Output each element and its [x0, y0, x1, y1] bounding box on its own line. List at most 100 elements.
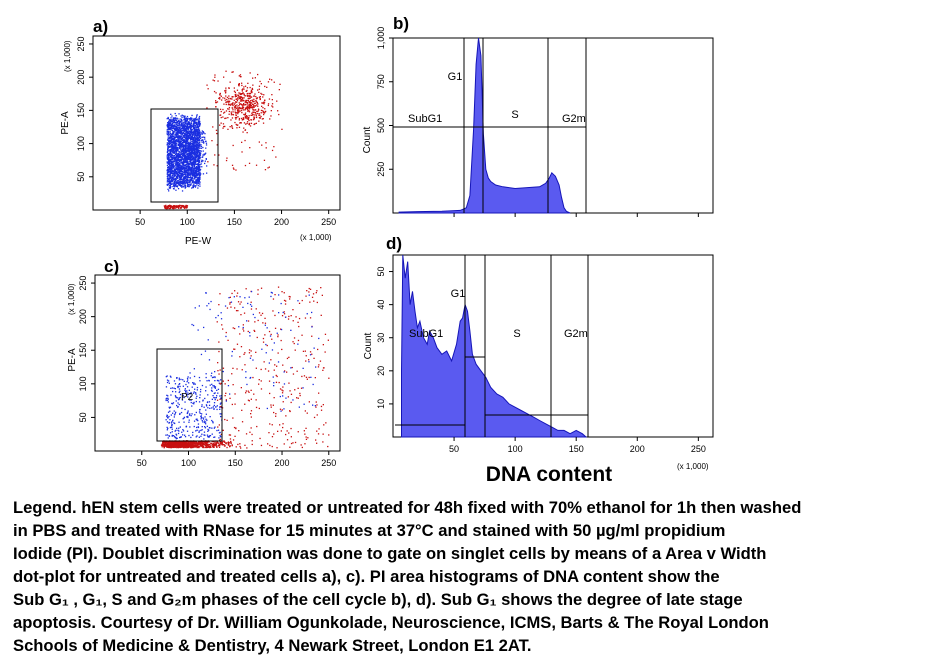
- panel-a-blue-dot: [181, 158, 183, 160]
- panel-c-blue-dot: [206, 434, 209, 436]
- panel-a-red-dot: [252, 113, 254, 115]
- panel-c-red-dot: [248, 400, 250, 402]
- panel-a-red-dot: [263, 159, 266, 161]
- panel-a-red-dot: [279, 83, 281, 85]
- panel-a-blue-dot: [173, 166, 175, 168]
- panel-c-red-dot: [262, 337, 265, 340]
- panel-c-blue-dot: [205, 409, 207, 411]
- panel-c-blue-dot: [188, 382, 190, 384]
- panel-a-blue-dot: [171, 143, 173, 145]
- panel-a-blue-dot: [196, 114, 198, 116]
- panel-a-blue-dot: [170, 156, 172, 158]
- panel-c-red-dot: [197, 442, 199, 444]
- panel-a-blue-dot: [195, 154, 198, 156]
- panel-a-blue-dot: [194, 159, 196, 161]
- panel-a-blue-dot: [183, 177, 185, 179]
- panel-a-red-dot: [244, 101, 246, 103]
- panel-a-red-dot: [244, 112, 247, 114]
- panel-c-red-dot: [279, 388, 282, 390]
- panel-a-red-dot: [250, 104, 252, 107]
- panel-a-red-dot: [242, 88, 244, 90]
- panel-a-blue-dot: [186, 168, 189, 170]
- panel-c-blue-dot: [214, 399, 216, 401]
- panel-a-blue-dot: [175, 150, 177, 152]
- panel-a-red-dot: [265, 110, 267, 113]
- panel-c-blue-dot: [184, 434, 186, 436]
- panel-a-blue-dot: [190, 125, 192, 127]
- panel-a-blue-dot: [174, 145, 176, 147]
- panel-a-blue-dot: [193, 149, 195, 151]
- panel-a-blue-dot: [166, 170, 168, 172]
- panel-a-blue-dot: [171, 151, 173, 153]
- panel-a-blue-dot: [198, 181, 200, 183]
- panel-a-red-dot: [235, 118, 237, 120]
- panel-c-red-dot: [170, 441, 172, 443]
- panel-a-blue-dot: [180, 152, 182, 154]
- panel-c-red-dot: [167, 443, 169, 445]
- panel-a-blue-dot: [196, 141, 198, 143]
- panel-a-blue-dot: [173, 157, 175, 160]
- panel-c-red-dot: [182, 444, 184, 447]
- panel-a-red-dot: [251, 87, 253, 90]
- panel-a-blue-dot: [169, 162, 171, 165]
- panel-a-red-dot: [165, 208, 167, 210]
- panel-c-red-dot: [273, 397, 275, 399]
- panel-c-red-dot: [322, 369, 324, 371]
- panel-a-red-dot: [249, 95, 251, 97]
- panel-a-blue-dot: [186, 151, 188, 153]
- panel-a-blue-dot: [193, 146, 196, 148]
- panel-c-blue-dot: [171, 387, 174, 389]
- panel-a-red-dot: [257, 103, 259, 105]
- panel-a-red-dot: [252, 109, 254, 111]
- panel-a-blue-dot: [174, 141, 176, 143]
- panel-a-blue-dot: [167, 176, 169, 178]
- panel-c-red-dot: [305, 355, 307, 357]
- panel-c-blue-dot: [196, 419, 198, 421]
- panel-a-blue-dot: [182, 124, 184, 127]
- panel-a-red-dot: [235, 95, 238, 97]
- panel-a-red-dot: [246, 118, 248, 120]
- panel-a-blue-dot: [171, 163, 173, 166]
- panel-a-blue-dot: [178, 176, 181, 178]
- panel-a-blue-dot: [176, 117, 178, 119]
- panel-a-blue-dot: [191, 156, 193, 158]
- panel-c-blue-dot: [200, 417, 203, 419]
- panel-a-blue-dot: [179, 184, 181, 187]
- panel-a-red-dot: [238, 85, 240, 87]
- panel-a-blue-dot: [183, 134, 186, 136]
- panel-c-blue-dot: [188, 399, 191, 401]
- panel-a-red-dot: [207, 88, 209, 90]
- panel-c-blue-dot: [201, 420, 203, 422]
- panel-a-blue-dot: [180, 140, 182, 142]
- panel-a-blue-dot: [182, 147, 184, 149]
- panel-a-red-dot: [262, 118, 264, 120]
- panel-a-blue-dot: [177, 175, 179, 177]
- panel-a-blue-dot: [171, 150, 173, 152]
- panel-c-blue-dot: [175, 438, 177, 440]
- panel-a-blue-dot: [202, 154, 204, 156]
- panel-a-blue-dot: [177, 174, 180, 176]
- panel-a-blue-dot: [167, 174, 169, 176]
- panel-c-red-dot: [166, 445, 169, 447]
- panel-c-blue-dot: [170, 387, 172, 389]
- panel-a-blue-dot: [187, 131, 190, 133]
- panel-c-blue-dot: [201, 384, 204, 387]
- panel-a-blue-dot: [186, 125, 188, 127]
- panel-a-blue-dot: [196, 146, 199, 148]
- panel-a-blue-dot: [197, 138, 199, 140]
- panel-c-blue-dot: [196, 389, 198, 391]
- panel-c-red-dot: [272, 310, 274, 312]
- panel-a-blue-dot: [191, 133, 194, 136]
- panel-a-red-dot: [249, 107, 251, 109]
- panel-a-red-dot: [216, 144, 218, 146]
- panel-a-red-dot: [243, 93, 245, 95]
- panel-c-red-dot: [195, 442, 197, 445]
- panel-c-blue-dot: [206, 425, 208, 427]
- panel-c-blue-dot: [169, 426, 172, 429]
- panel-a-red-dot: [258, 88, 260, 90]
- panel-a-blue-dot: [190, 142, 192, 145]
- panel-a-blue-dot: [169, 159, 171, 161]
- panel-a-red-dot: [244, 104, 246, 106]
- panel-a-blue-dot: [201, 133, 204, 135]
- panel-a-blue-dot: [186, 148, 188, 150]
